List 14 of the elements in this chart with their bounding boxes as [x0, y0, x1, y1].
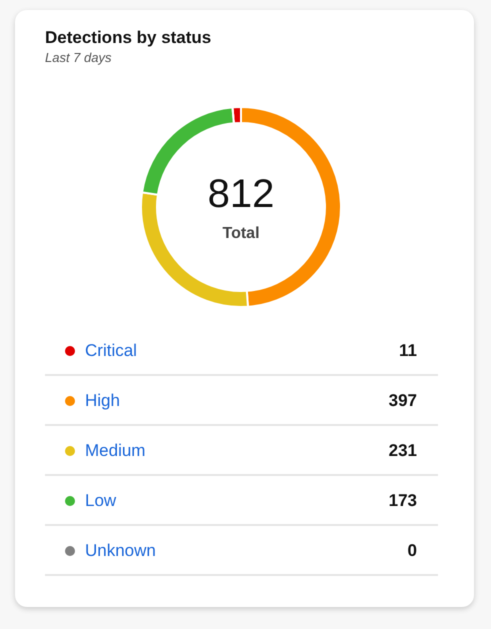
chart-title: Detections by status	[45, 28, 212, 48]
legend-label: High	[85, 391, 120, 411]
legend-label: Unknown	[85, 541, 156, 561]
data-label: 231	[388, 441, 417, 461]
legend-label: Critical	[85, 341, 137, 361]
data-label: 11	[399, 341, 417, 361]
text: 0	[408, 541, 417, 560]
data-label: 173	[388, 491, 417, 511]
text: Total	[222, 225, 260, 242]
data-label: 397	[388, 391, 417, 411]
legend-label: Low	[85, 491, 116, 511]
text: 812	[208, 172, 274, 216]
chart-subtitle: Last 7 days	[45, 50, 112, 65]
legend-label: Medium	[85, 441, 146, 461]
